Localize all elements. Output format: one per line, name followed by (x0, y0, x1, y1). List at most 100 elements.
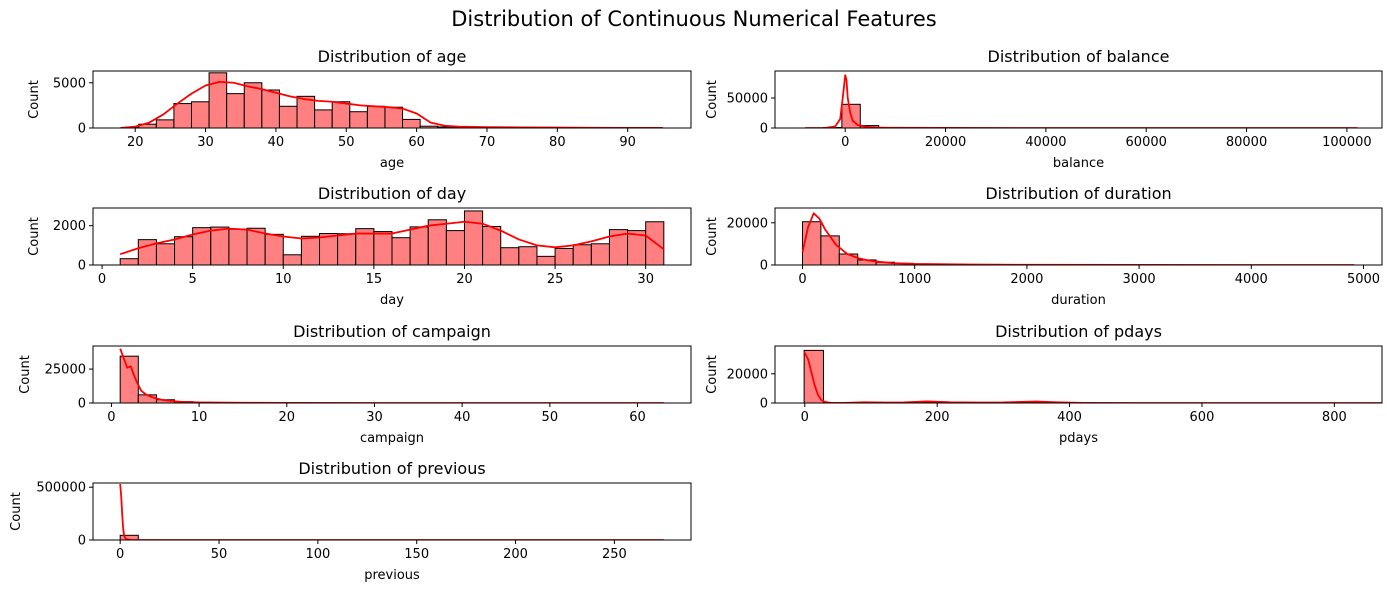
y-tick-label: 20000 (727, 216, 768, 231)
histogram-bar (463, 210, 484, 265)
histogram-bar (366, 105, 386, 128)
x-tick-label: 800 (1322, 410, 1347, 425)
subplot-duration: 0 1000 2000 3000 4000 5000 0 20000 Distribution … (705, 184, 1383, 308)
plot-area-duration (801, 212, 1355, 265)
x-tick-label: 0 (801, 410, 809, 425)
histogram-bar (554, 247, 574, 265)
subplot-title: Distribution of campaign (293, 322, 491, 341)
x-tick-label: 60000 (1126, 135, 1167, 150)
x-axis-label: day (380, 293, 404, 308)
y-axis-label: Count (27, 80, 42, 119)
histogram-bar (190, 101, 210, 128)
y-tick-label: 50000 (727, 92, 768, 107)
subplot-title: Distribution of day (318, 184, 466, 203)
histogram-bar (210, 226, 230, 265)
x-axis-label: pdays (1059, 431, 1098, 446)
y-tick-label: 500000 (36, 481, 86, 496)
x-tick-label: 100 (305, 547, 330, 562)
x-tick-label: 30 (197, 135, 214, 150)
subplot-title: Distribution of age (318, 47, 467, 66)
plot-area-pdays (803, 349, 1382, 403)
histogram-bar (208, 72, 228, 128)
subplot-day: 0 5 10 15 20 25 30 0 2000 Distribution of day day C… (27, 184, 692, 308)
x-tick-label: 0 (798, 272, 806, 287)
x-tick-label: 50 (542, 410, 559, 425)
histogram-bar (391, 237, 411, 265)
kde-line (803, 351, 1382, 403)
x-tick-label: 40 (268, 135, 285, 150)
kde-line (801, 212, 1355, 265)
x-tick-label: 50 (338, 135, 355, 150)
histogram-bar (282, 254, 302, 265)
y-tick-label: 25000 (45, 363, 86, 378)
x-tick-label: 10 (191, 410, 208, 425)
x-tick-label: 0 (841, 135, 849, 150)
x-axis-label: previous (364, 568, 420, 583)
subplot-title: Distribution of pdays (995, 322, 1162, 341)
histogram-bar (572, 244, 592, 265)
x-tick-label: 0 (98, 272, 106, 287)
histogram-bar (536, 255, 556, 265)
plot-area-previous (119, 483, 665, 540)
histogram-bar (119, 534, 139, 540)
kde-line (119, 348, 664, 403)
subplot-title: Distribution of duration (985, 184, 1171, 203)
kde-line (119, 220, 665, 256)
plot-area-campaign (119, 348, 665, 403)
x-tick-label: 25 (547, 272, 564, 287)
histogram-bar (337, 233, 357, 265)
x-tick-label: 70 (479, 135, 496, 150)
x-axis-label: age (380, 156, 404, 171)
histogram-bar (402, 118, 421, 128)
histogram-bar (314, 109, 333, 128)
histogram-bar (155, 119, 175, 128)
histogram-bar (319, 233, 339, 265)
y-tick-label: 2000 (53, 219, 86, 234)
x-tick-label: 60 (629, 410, 646, 425)
x-tick-label: 1000 (898, 272, 931, 287)
y-tick-label: 20000 (727, 367, 768, 382)
histogram-bar (261, 89, 280, 128)
y-tick-label: 0 (760, 122, 768, 137)
histogram-bar (228, 228, 248, 265)
y-tick-label: 0 (78, 534, 86, 549)
x-tick-label: 5 (189, 272, 197, 287)
histogram-bar (445, 230, 465, 265)
axes-frame (774, 345, 1383, 404)
histogram-bar (155, 243, 176, 265)
kde-line (119, 483, 664, 540)
plot-area-balance (804, 74, 1359, 128)
x-tick-label: 400 (1057, 410, 1082, 425)
x-tick-label: 30 (637, 272, 654, 287)
histogram-bar (173, 103, 192, 128)
y-tick-label: 0 (78, 259, 86, 274)
histogram-bar (409, 226, 429, 265)
histogram-bar (820, 235, 840, 265)
x-tick-label: 40 (454, 410, 471, 425)
histogram-bar (500, 247, 520, 265)
x-tick-label: 80000 (1226, 135, 1267, 150)
x-tick-label: 40000 (1025, 135, 1066, 150)
y-axis-label: Count (18, 355, 33, 394)
x-axis-label: duration (1051, 293, 1106, 308)
x-tick-label: 30 (366, 410, 383, 425)
x-tick-label: 2000 (1010, 272, 1043, 287)
histogram-bar (296, 95, 316, 128)
y-tick-label: 5000 (53, 76, 86, 91)
x-tick-label: 4000 (1235, 272, 1268, 287)
x-tick-label: 10 (275, 272, 292, 287)
histogram-bar (373, 231, 393, 265)
axes-frame (92, 482, 692, 541)
axes-frame (92, 70, 692, 129)
histogram-bar (119, 258, 139, 265)
y-axis-label: Count (9, 492, 24, 531)
histogram-bar (590, 243, 610, 265)
subplot-balance: 0 20000 40000 60000 80000 100000 0 50000 Distrib… (705, 47, 1383, 171)
subplot-title: Distribution of balance (988, 47, 1170, 66)
x-tick-label: 60 (408, 135, 425, 150)
histogram-bar (838, 253, 859, 265)
x-tick-label: 0 (116, 547, 124, 562)
x-tick-label: 50 (211, 547, 228, 562)
